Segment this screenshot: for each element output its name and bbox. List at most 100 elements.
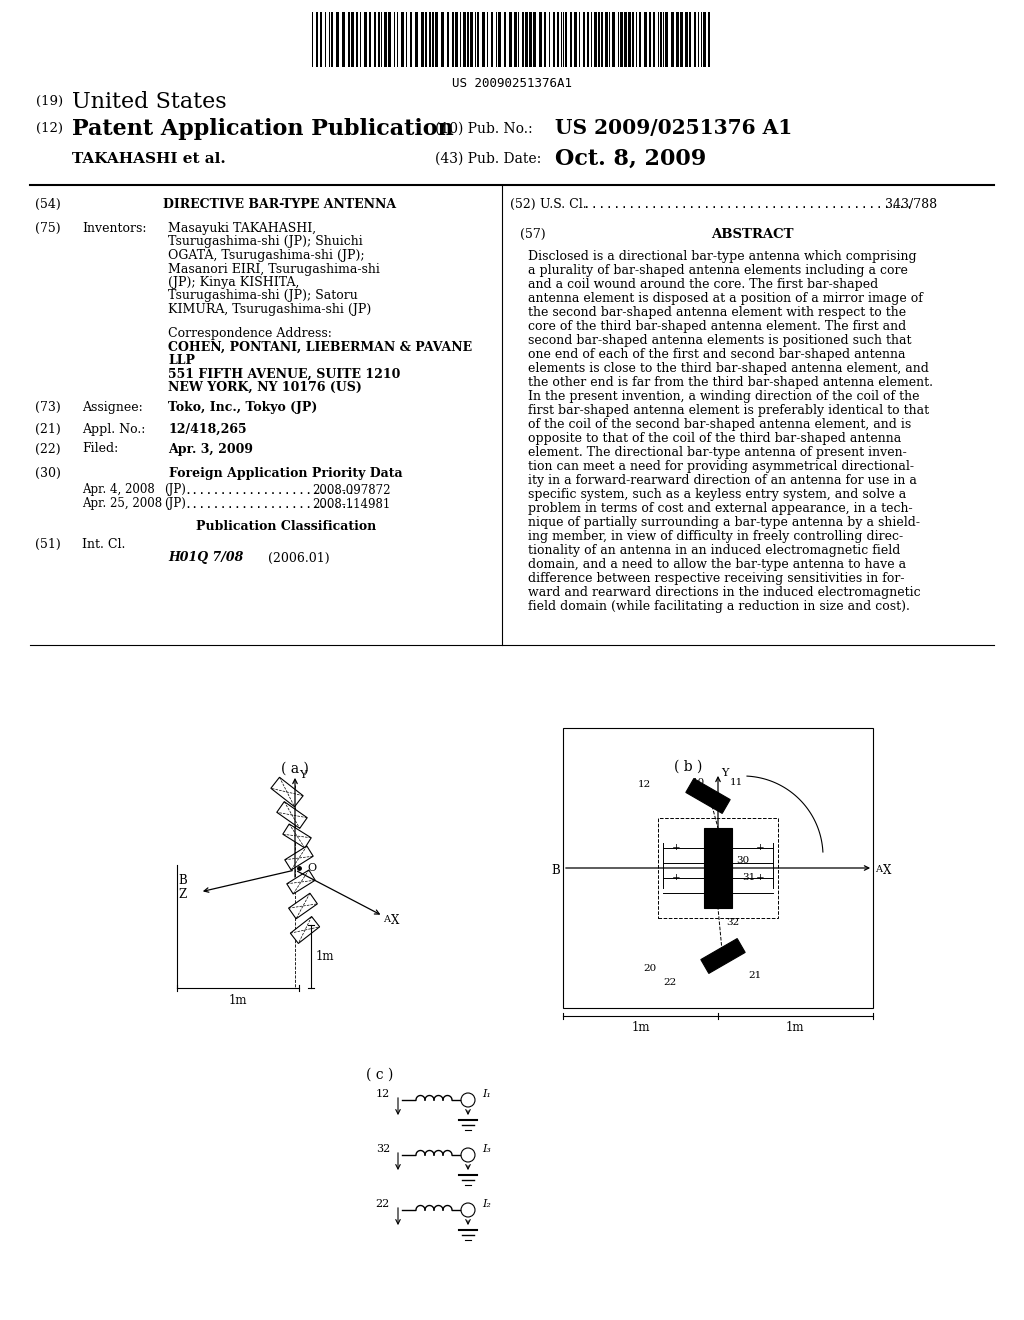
Text: Assignee:: Assignee:: [82, 400, 142, 413]
Text: US 20090251376A1: US 20090251376A1: [452, 77, 572, 90]
Bar: [544, 12, 546, 67]
Text: (JP): (JP): [164, 483, 186, 496]
Text: domain, and a need to allow the bar-type antenna to have a: domain, and a need to allow the bar-type…: [528, 558, 906, 572]
Text: ( a ): ( a ): [281, 762, 309, 776]
Text: Tsurugashima-shi (JP); Satoru: Tsurugashima-shi (JP); Satoru: [168, 289, 357, 302]
Text: ........................: ........................: [184, 483, 355, 496]
Text: (JP): (JP): [164, 498, 186, 511]
Text: 20: 20: [643, 964, 656, 973]
Text: DIRECTIVE BAR-TYPE ANTENNA: DIRECTIVE BAR-TYPE ANTENNA: [163, 198, 396, 211]
Text: Apr. 4, 2008: Apr. 4, 2008: [82, 483, 155, 496]
Text: Disclosed is a directional bar-type antenna which comprising: Disclosed is a directional bar-type ante…: [528, 249, 916, 263]
Bar: [705, 828, 732, 908]
Text: Filed:: Filed:: [82, 442, 118, 455]
Bar: [565, 12, 567, 67]
Text: ........................: ........................: [184, 498, 355, 511]
Text: 22: 22: [376, 1199, 390, 1209]
Bar: [529, 12, 532, 67]
Text: 1m: 1m: [632, 1020, 650, 1034]
Bar: [522, 12, 524, 67]
Text: Correspondence Address:: Correspondence Address:: [168, 326, 332, 339]
Text: (52): (52): [510, 198, 536, 211]
Bar: [452, 12, 454, 67]
Text: (43) Pub. Date:: (43) Pub. Date:: [435, 152, 542, 166]
Text: Tsurugashima-shi (JP); Shuichi: Tsurugashima-shi (JP); Shuichi: [168, 235, 362, 248]
Bar: [605, 12, 608, 67]
Text: (51): (51): [35, 537, 60, 550]
Text: B: B: [178, 874, 187, 887]
Text: 30: 30: [736, 855, 750, 865]
Bar: [421, 12, 424, 67]
Text: Foreign Application Priority Data: Foreign Application Priority Data: [169, 466, 402, 479]
Bar: [316, 12, 318, 67]
Text: COHEN, PONTANI, LIEBERMAN & PAVANE: COHEN, PONTANI, LIEBERMAN & PAVANE: [168, 341, 472, 354]
Bar: [570, 12, 572, 67]
Text: (75): (75): [35, 222, 60, 235]
Text: LLP: LLP: [168, 354, 195, 367]
Bar: [574, 12, 577, 67]
Bar: [624, 12, 627, 67]
Text: nique of partially surrounding a bar-type antenna by a shield-: nique of partially surrounding a bar-typ…: [528, 516, 920, 529]
Text: difference between respective receiving sensitivities in for-: difference between respective receiving …: [528, 572, 904, 585]
Text: 12: 12: [376, 1089, 390, 1100]
Bar: [665, 12, 668, 67]
Text: Y: Y: [721, 768, 728, 777]
Bar: [463, 12, 466, 67]
Text: 21: 21: [748, 972, 761, 979]
Bar: [331, 12, 333, 67]
Bar: [694, 12, 696, 67]
Text: (JP); Kinya KISHITA,: (JP); Kinya KISHITA,: [168, 276, 299, 289]
Text: a plurality of bar-shaped antenna elements including a core: a plurality of bar-shaped antenna elemen…: [528, 264, 908, 277]
Bar: [583, 12, 585, 67]
Bar: [435, 12, 438, 67]
Text: United States: United States: [72, 91, 226, 114]
Bar: [509, 12, 512, 67]
Text: 343/788: 343/788: [885, 198, 937, 211]
Bar: [685, 12, 688, 67]
Bar: [660, 12, 662, 67]
Bar: [342, 12, 345, 67]
Polygon shape: [271, 777, 303, 807]
Bar: [539, 12, 542, 67]
Bar: [356, 12, 358, 67]
Text: specific system, such as a keyless entry system, and solve a: specific system, such as a keyless entry…: [528, 488, 906, 502]
Text: O: O: [307, 863, 316, 873]
Text: OGATA, Tsurugashima-shi (JP);: OGATA, Tsurugashima-shi (JP);: [168, 249, 365, 261]
Text: (19): (19): [36, 95, 63, 108]
Bar: [401, 12, 404, 67]
Text: ( b ): ( b ): [674, 760, 702, 774]
Bar: [680, 12, 683, 67]
Text: Patent Application Publication: Patent Application Publication: [72, 117, 454, 140]
Bar: [514, 12, 517, 67]
Bar: [351, 12, 354, 67]
Text: Inventors:: Inventors:: [82, 222, 146, 235]
Bar: [658, 818, 778, 917]
Bar: [653, 12, 655, 67]
Bar: [455, 12, 458, 67]
Text: ( c ): ( c ): [367, 1068, 393, 1082]
Text: opposite to that of the coil of the third bar-shaped antenna: opposite to that of the coil of the thir…: [528, 432, 901, 445]
Text: second bar-shaped antenna elements is positioned such that: second bar-shaped antenna elements is po…: [528, 334, 911, 347]
Text: X: X: [391, 913, 399, 927]
Bar: [557, 12, 559, 67]
Text: tionality of an antenna in an induced electromagnetic field: tionality of an antenna in an induced el…: [528, 544, 900, 557]
Text: (73): (73): [35, 400, 60, 413]
Bar: [534, 12, 536, 67]
Bar: [364, 12, 367, 67]
Text: the other end is far from the third bar-shaped antenna element.: the other end is far from the third bar-…: [528, 376, 933, 389]
Polygon shape: [686, 779, 730, 813]
Text: tion can meet a need for providing asymmetrical directional-: tion can meet a need for providing asymm…: [528, 459, 914, 473]
Bar: [632, 12, 634, 67]
Text: 1m: 1m: [785, 1020, 804, 1034]
Text: 551 FIFTH AVENUE, SUITE 1210: 551 FIFTH AVENUE, SUITE 1210: [168, 367, 400, 380]
Text: 11: 11: [730, 777, 743, 787]
Text: ing member, in view of difficulty in freely controlling direc-: ing member, in view of difficulty in fre…: [528, 531, 903, 543]
Bar: [477, 12, 479, 67]
Text: KIMURA, Tsurugashima-shi (JP): KIMURA, Tsurugashima-shi (JP): [168, 304, 372, 315]
Text: (10) Pub. No.:: (10) Pub. No.:: [435, 121, 532, 136]
Bar: [504, 12, 506, 67]
Text: US 2009/0251376 A1: US 2009/0251376 A1: [555, 117, 793, 139]
Bar: [498, 12, 501, 67]
Text: of the coil of the second bar-shaped antenna element, and is: of the coil of the second bar-shaped ant…: [528, 418, 911, 432]
Text: Int. Cl.: Int. Cl.: [82, 537, 125, 550]
